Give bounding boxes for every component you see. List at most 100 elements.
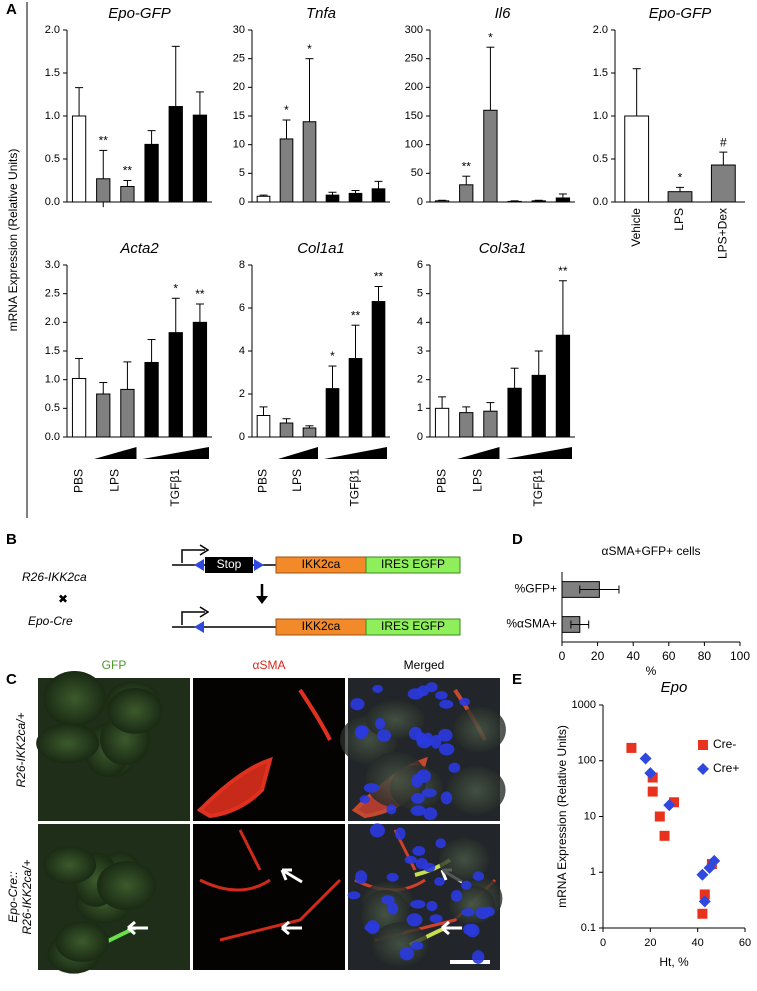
nucleus	[399, 946, 415, 961]
y-tick-label: 2.0	[45, 316, 60, 328]
y-tick-label: 0	[417, 196, 423, 208]
chart-title: Epo-GFP	[649, 5, 712, 22]
cross-symbol: ✖	[58, 592, 68, 606]
legend-label: Cre-	[713, 737, 736, 751]
chart-title: Col1a1	[297, 240, 345, 257]
y-tick-label: 6	[239, 302, 245, 314]
nucleus	[450, 890, 463, 902]
y-tick-label: 5	[239, 167, 245, 179]
x-tick-label: 40	[692, 937, 704, 949]
nucleus	[430, 734, 442, 749]
bar	[624, 115, 650, 203]
y-tick-label: 8	[239, 259, 245, 271]
dose-ramp	[142, 447, 209, 459]
bar	[96, 178, 111, 203]
nucleus	[410, 805, 426, 816]
y-tick-label: %GFP+	[515, 582, 557, 596]
loxp	[254, 559, 264, 571]
bar	[459, 184, 474, 203]
bar	[144, 361, 159, 438]
significance-mark: #	[720, 135, 727, 149]
nucleus	[395, 827, 406, 840]
point	[696, 868, 709, 881]
bar	[71, 115, 87, 203]
significance-mark: *	[284, 103, 289, 117]
nucleus	[461, 880, 472, 890]
point	[708, 854, 721, 867]
x-axis-label: %	[646, 664, 657, 678]
point	[654, 811, 665, 822]
nucleus	[416, 735, 432, 749]
bar	[168, 106, 183, 203]
bar	[279, 422, 294, 438]
nucleus	[386, 872, 399, 882]
nucleus	[435, 690, 448, 700]
cell	[365, 751, 427, 808]
significance-mark: *	[488, 30, 493, 44]
nucleus	[440, 791, 453, 805]
bar	[302, 427, 317, 438]
point	[697, 908, 708, 919]
significance-mark: **	[374, 270, 384, 284]
legend-marker	[698, 740, 708, 750]
significance-mark: **	[558, 264, 568, 278]
significance-mark: *	[173, 281, 178, 295]
dose-ramp	[94, 447, 137, 459]
bar	[120, 388, 135, 438]
nucleus	[423, 862, 436, 873]
x-tick-label: LPS+Dex	[716, 208, 730, 259]
y-tick-label: 4	[239, 345, 245, 357]
egfp-box	[365, 618, 461, 636]
panel-letter: D	[512, 531, 523, 548]
row-label: R26-IKK2ca/+	[20, 859, 34, 934]
nucleus	[429, 914, 443, 923]
sma-signal	[196, 688, 332, 819]
y-tick-label: 100	[578, 755, 596, 767]
point	[699, 889, 710, 900]
bar	[256, 195, 271, 203]
nucleus	[365, 920, 380, 934]
chart-title: Tnfa	[306, 5, 336, 22]
point	[647, 786, 658, 797]
chart-title: Acta2	[119, 240, 159, 257]
y-tick-label: 0.5	[45, 153, 60, 165]
legend-label: Cre+	[713, 761, 739, 775]
bar	[120, 186, 135, 203]
bar	[667, 191, 693, 203]
y-tick-label: 3.0	[45, 259, 60, 271]
y-tick-label: 3	[417, 345, 423, 357]
nucleus	[411, 792, 425, 804]
cell	[96, 861, 157, 911]
group-label: LPS	[108, 469, 122, 492]
y-tick-label: 4	[417, 316, 423, 328]
cross-label: R26-IKK2ca	[22, 570, 87, 584]
chart-title: Epo-GFP	[108, 5, 171, 22]
nucleus	[363, 783, 380, 793]
bar	[192, 321, 208, 438]
cell	[36, 723, 100, 764]
group-label: PBS	[256, 469, 270, 493]
significance-mark: **	[99, 134, 109, 148]
group-label: TGFβ1	[168, 469, 182, 507]
bar	[531, 374, 546, 438]
x-axis-label: Ht, %	[659, 955, 689, 969]
bar	[371, 301, 386, 438]
x-tick-label: Vehicle	[629, 208, 643, 247]
y-tick-label: 0.5	[45, 402, 60, 414]
point	[639, 752, 652, 765]
box-label: Stop	[217, 557, 242, 571]
nucleus	[369, 823, 385, 838]
point	[698, 895, 711, 908]
bar	[483, 109, 498, 203]
x-tick-label: LPS	[672, 208, 686, 231]
panel-letter: B	[6, 531, 17, 548]
bar	[348, 358, 363, 438]
down-arrowhead	[256, 596, 268, 604]
nucleus	[350, 698, 365, 711]
bar	[71, 378, 87, 438]
micrographs	[36, 670, 506, 974]
box-label: IRES EGFP	[381, 557, 445, 571]
cell	[453, 706, 506, 753]
dose-ramp	[324, 447, 387, 459]
